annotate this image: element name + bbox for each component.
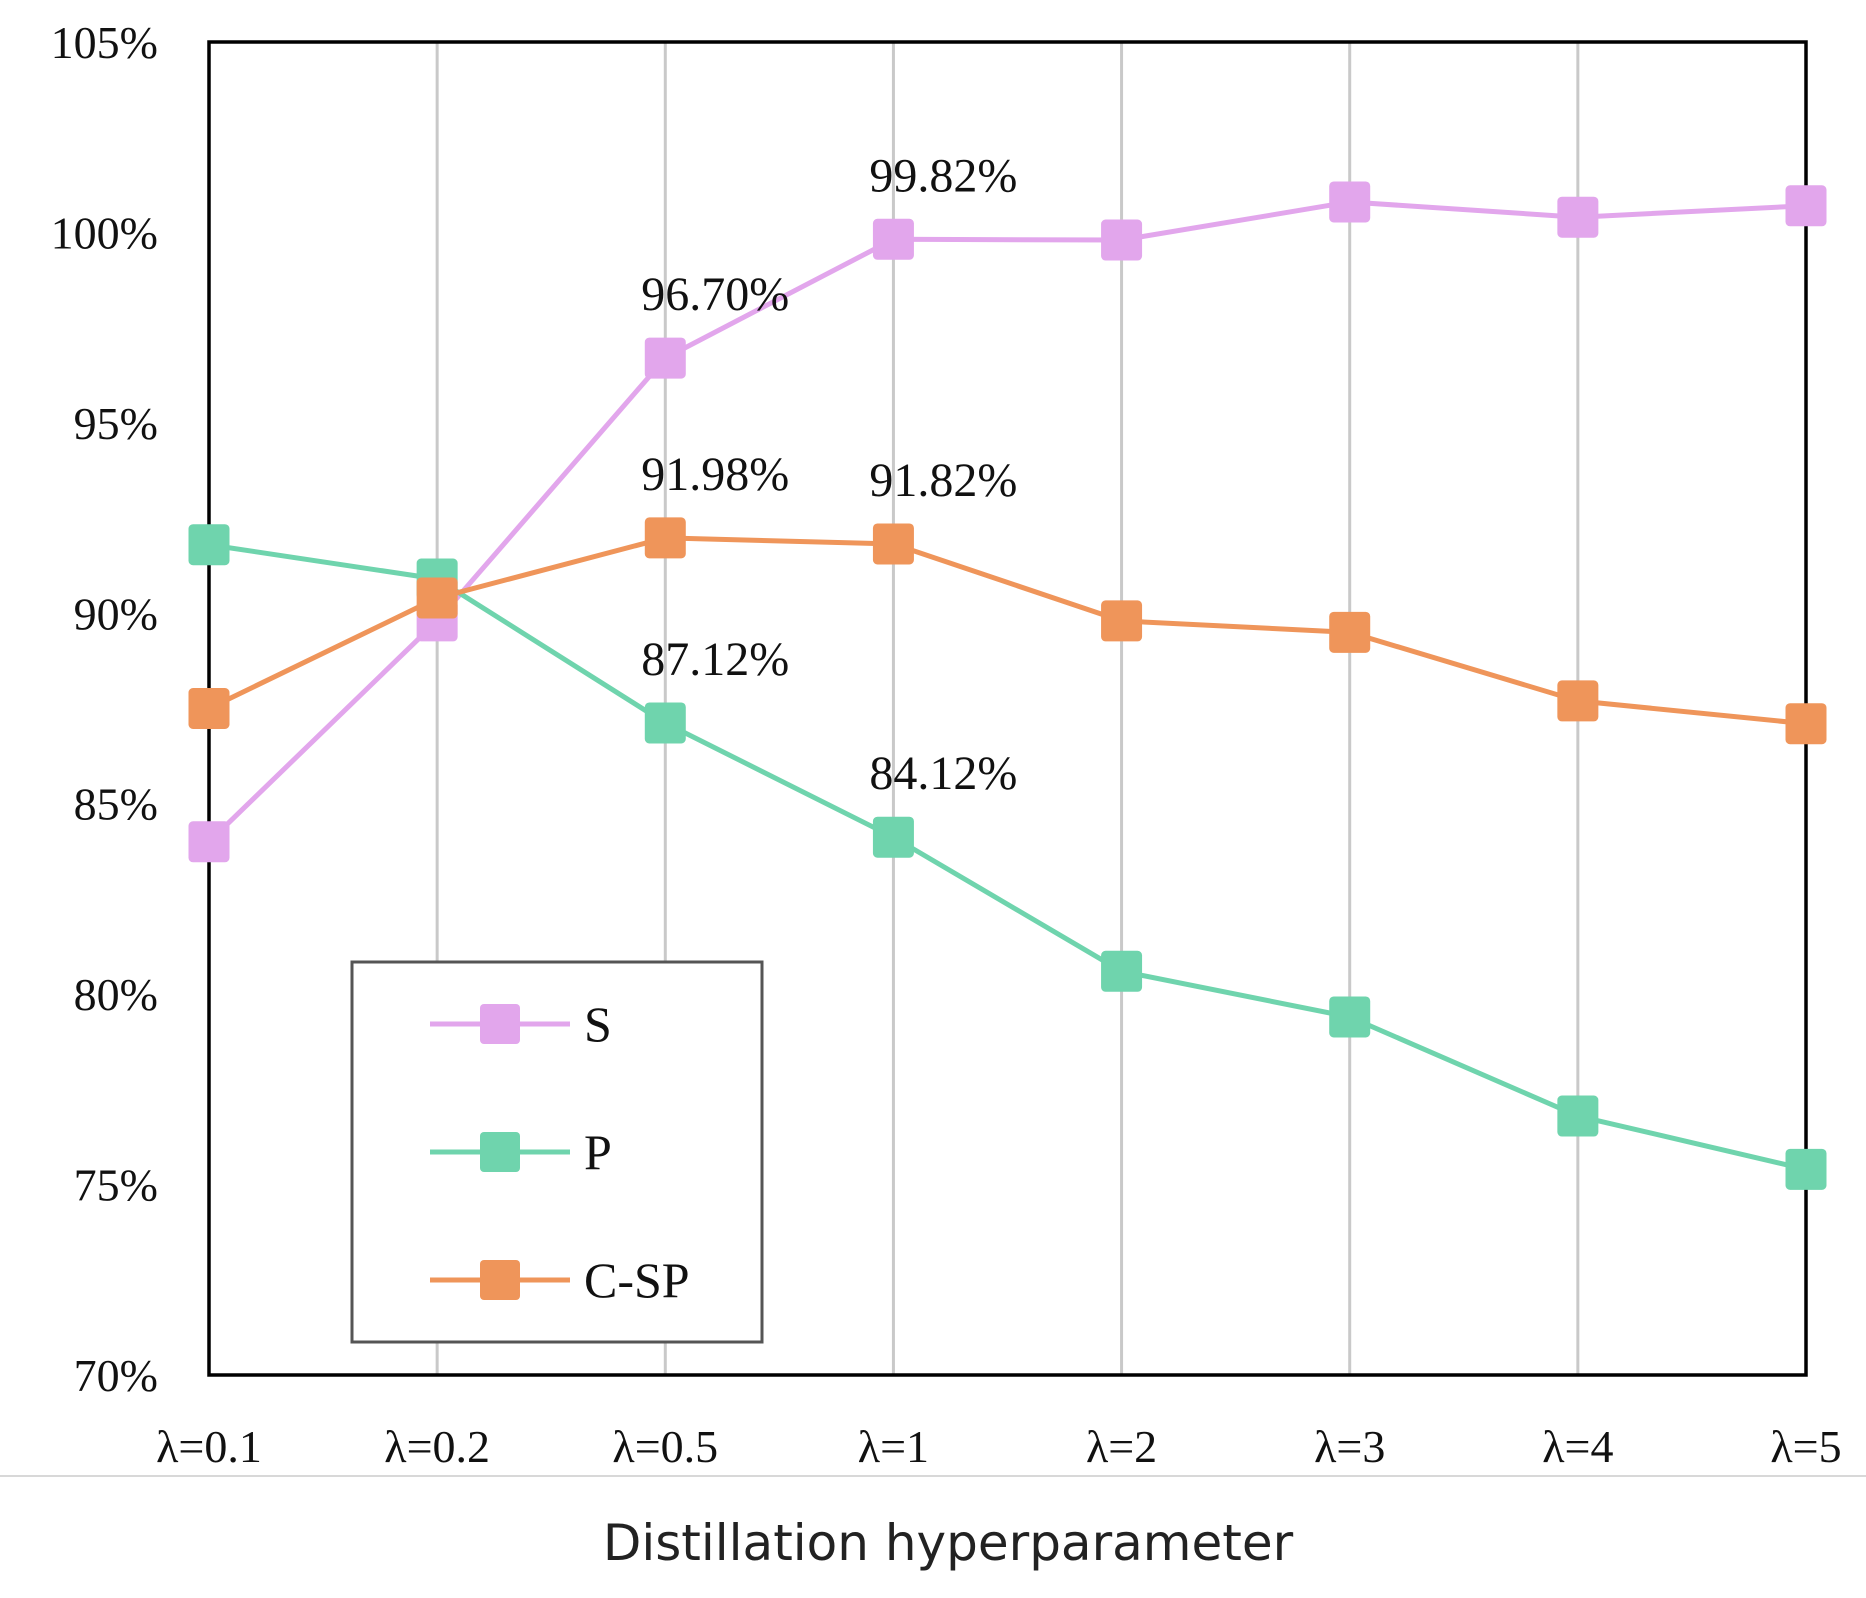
x-tick-label: λ=4 [1542,1421,1613,1472]
data-point [1557,680,1599,722]
x-tick-label: λ=5 [1770,1421,1841,1472]
data-point [188,821,230,863]
data-point [1557,196,1599,238]
x-tick-label: λ=2 [1086,1421,1157,1472]
data-point [1785,185,1827,227]
data-label: 87.12% [641,633,789,686]
x-tick-label: λ=0.1 [156,1421,262,1472]
legend-marker [480,1132,520,1172]
data-point [416,577,458,619]
legend-item: C-SP [430,1252,690,1308]
series-line [208,542,1807,1172]
axes: 70% 75% 80% 85% 90% 95% 100% 105% λ=0.1 λ=0.2 λ=0.… [51,17,1842,1472]
data-point [188,524,230,566]
data-point [1101,219,1143,261]
data-point [1101,600,1143,642]
legend: S P C-SP [350,960,764,1344]
data-label: 91.82% [869,454,1017,507]
y-tick-label: 95% [74,398,158,449]
legend-label: P [584,1124,612,1180]
legend-label: S [584,996,612,1052]
data-labels: 96.70% 99.82% 91.98% 91.82% 87.12% 84.12% [641,149,1017,800]
x-axis-title-area: Distillation hyperparameter [0,1475,1866,1572]
y-tick-label: 80% [74,969,158,1020]
data-point [1557,1095,1599,1137]
y-tick-label: 100% [51,207,158,258]
x-axis-title: Distillation hyperparameter [603,1514,1294,1572]
series-lines [188,181,1827,1190]
legend-label: C-SP [584,1252,690,1308]
x-tick-label: λ=1 [858,1421,929,1472]
series-p [188,524,1827,1190]
y-tick-label: 70% [74,1350,158,1401]
y-tick-label: 75% [74,1160,158,1211]
data-point [644,517,686,559]
data-point [872,523,914,565]
data-label: 91.98% [641,448,789,501]
y-tick-label: 105% [51,17,158,68]
data-point [1329,181,1371,223]
legend-item: S [430,996,612,1052]
data-label: 99.82% [869,149,1017,202]
series-line [207,535,1807,727]
x-tick-label: λ=3 [1314,1421,1385,1472]
data-point [1101,950,1143,992]
data-point [872,816,914,858]
data-point [1785,703,1827,745]
x-tick-label: λ=0.2 [384,1421,490,1472]
legend-marker [480,1004,520,1044]
x-tick-label: λ=0.5 [612,1421,718,1472]
data-point [1329,996,1371,1038]
data-label: 84.12% [869,747,1017,800]
series-line [207,199,1807,844]
data-point [872,218,914,260]
legend-marker [480,1260,520,1300]
data-point [1329,611,1371,653]
data-point [1785,1148,1827,1190]
legend-item: P [430,1124,612,1180]
y-tick-label: 90% [74,588,158,639]
y-tick-label: 85% [74,779,158,830]
series-c-sp [188,517,1827,745]
data-point [188,688,230,729]
data-point [644,337,686,379]
data-point [644,702,686,744]
data-label: 96.70% [641,268,789,321]
